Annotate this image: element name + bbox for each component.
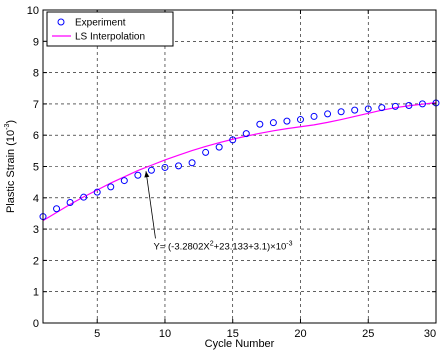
y-tick-label: 9 bbox=[33, 36, 39, 48]
fit-equation-middle: +23.133+3.1)×10 bbox=[214, 241, 287, 252]
experiment-point bbox=[324, 110, 332, 118]
experiment-point bbox=[53, 205, 61, 213]
y-axis-title-exponent: -3 bbox=[4, 124, 11, 130]
experiment-point bbox=[364, 105, 372, 113]
plot-area-frame bbox=[42, 9, 437, 324]
fit-equation-prefix: Y= (-3.2802X bbox=[153, 241, 210, 252]
experiment-point bbox=[175, 162, 183, 170]
y-tick-label: 4 bbox=[33, 193, 39, 205]
x-tick-label: 25 bbox=[362, 328, 374, 340]
experiment-point bbox=[202, 148, 210, 156]
y-tick-label: 8 bbox=[33, 68, 39, 80]
y-axis-title-main: Plastic Strain (10 bbox=[5, 130, 17, 213]
legend-marker-experiment bbox=[57, 18, 65, 26]
experiment-point bbox=[107, 183, 115, 191]
annotation-layer bbox=[144, 171, 156, 239]
annotation-arrow-line bbox=[145, 171, 156, 239]
experiment-point bbox=[378, 104, 386, 112]
y-tick-label: 0 bbox=[33, 318, 39, 330]
y-axis-title-tail: ) bbox=[5, 120, 17, 124]
x-tick-label: 15 bbox=[227, 328, 239, 340]
experiment-point bbox=[405, 101, 413, 109]
experiment-point bbox=[229, 136, 237, 144]
experiment-point bbox=[93, 188, 101, 196]
experiment-point bbox=[351, 106, 359, 114]
experiment-point bbox=[134, 171, 142, 179]
experiment-point bbox=[269, 119, 277, 127]
annotation-arrow-head bbox=[144, 171, 150, 178]
x-tick-label: 10 bbox=[159, 328, 171, 340]
x-tick-label: 5 bbox=[94, 328, 100, 340]
x-tick-label: 30 bbox=[424, 328, 436, 340]
experiment-point bbox=[310, 112, 318, 120]
y-tick-label: 5 bbox=[33, 162, 39, 174]
experiment-point bbox=[120, 177, 128, 185]
experiment-point bbox=[391, 102, 399, 110]
legend-label-experiment: Experiment bbox=[75, 18, 126, 29]
marker-layer bbox=[39, 99, 440, 221]
fit-equation-sup1: 2 bbox=[210, 240, 214, 247]
experiment-point bbox=[161, 163, 169, 171]
x-tick-label: 20 bbox=[294, 328, 306, 340]
experiment-point bbox=[296, 116, 304, 124]
experiment-point bbox=[80, 193, 88, 201]
x-axis-title: Cycle Number bbox=[205, 338, 275, 350]
experiment-point bbox=[147, 166, 155, 174]
y-tick-label: 1 bbox=[33, 287, 39, 299]
experiment-point bbox=[418, 100, 426, 108]
experiment-point bbox=[337, 108, 345, 116]
ls-interpolation-curve bbox=[42, 102, 437, 222]
y-tick-label: 6 bbox=[33, 130, 39, 142]
experiment-point bbox=[242, 130, 250, 138]
y-axis-title: Plastic Strain (10-3) bbox=[4, 120, 17, 213]
experiment-point bbox=[215, 143, 223, 151]
experiment-point bbox=[256, 120, 264, 128]
y-tick-label: 3 bbox=[33, 224, 39, 236]
fit-equation-sup2: -3 bbox=[286, 240, 292, 247]
experiment-point bbox=[66, 198, 74, 206]
curve-layer bbox=[42, 102, 437, 222]
grid-lines bbox=[43, 10, 436, 323]
experiment-point bbox=[188, 159, 196, 167]
legend-box bbox=[46, 11, 174, 47]
axis-ticks: 5 10 15 20 25 30 0 1 2 3 4 5 6 7 8 9 10 bbox=[27, 5, 437, 340]
y-tick-label: 2 bbox=[33, 255, 39, 267]
y-tick-label: 10 bbox=[27, 5, 39, 17]
experiment-point bbox=[283, 117, 291, 125]
fit-equation-annotation: Y= (-3.2802X2+23.133+3.1)×10-3 bbox=[153, 240, 292, 252]
legend: Experiment LS Interpolation bbox=[46, 11, 174, 47]
y-tick-label: 7 bbox=[33, 99, 39, 111]
legend-label-ls-interpolation: LS Interpolation bbox=[75, 32, 145, 43]
